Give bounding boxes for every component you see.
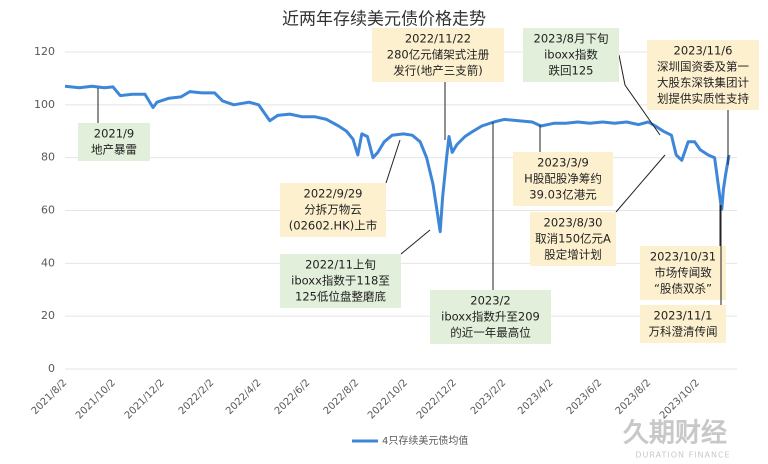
annotation-text: (02602.HK)上市: [289, 219, 377, 233]
annotation-text: 2023/8/30: [544, 216, 603, 230]
annotation-box: [640, 246, 726, 300]
annotation-box: [647, 40, 759, 110]
annotation-text: 跌回125: [549, 64, 594, 78]
annotation-text: 市场传闻致: [654, 266, 712, 280]
x-tick-label: 2022/6/2: [273, 377, 313, 417]
x-tick-label: 2022/10/2: [366, 377, 410, 421]
x-tick-label: 2022/8/2: [322, 377, 362, 417]
legend-label: 4只存续美元债均值: [382, 434, 468, 447]
annotation-line: [385, 139, 401, 184]
annotation-text: 地产暴雷: [91, 143, 137, 157]
annotation-text: 万科澄清传闻: [649, 325, 718, 339]
chart-title: 近两年存续美元债价格走势: [282, 10, 486, 30]
annotation-text: iboxx指数升至209: [441, 310, 540, 324]
y-tick-label: 60: [41, 204, 55, 217]
annotation-text: 2023/11/6: [674, 44, 733, 58]
y-tick-label: 80: [41, 151, 55, 164]
data-line: [64, 84, 731, 234]
annotation-text: 125低位盘整磨底: [295, 290, 386, 304]
annotation-line: [618, 54, 661, 136]
y-tick-label: 20: [41, 309, 55, 322]
annotation-text: 2022/9/29: [304, 187, 363, 201]
annotation-text: 取消150亿元A: [535, 232, 611, 246]
y-tick-label: 40: [41, 256, 55, 269]
annotation-box: [280, 183, 386, 237]
annotation-text: 39.03亿港元: [529, 188, 597, 202]
annotation-line: [615, 154, 666, 213]
annotation-box: [523, 28, 619, 82]
x-tick-label: 2023/10/2: [658, 377, 702, 421]
x-tick-label: 2023/2/2: [469, 377, 509, 417]
annotation-text: 划提供实质性支持: [657, 92, 749, 106]
y-tick-label: 120: [34, 45, 55, 58]
annotation-text: 2023/11/1: [654, 309, 713, 323]
annotation-text: iboxx指数: [544, 48, 598, 62]
annotation-text: “股债双杀”: [654, 282, 712, 296]
annotation-text: 大股东深铁集团计: [657, 76, 749, 90]
annotation-box: [513, 152, 613, 206]
annotation-box: [640, 305, 726, 343]
annotation-text: 深圳国资委及第一: [657, 60, 749, 74]
annotation-text: 分拆万物云: [304, 203, 362, 217]
annotation-box: [78, 123, 150, 161]
x-tick-label: 2022/4/2: [224, 377, 264, 417]
x-tick-label: 2021/12/2: [123, 377, 167, 421]
x-tick-label: 2022/2/2: [177, 377, 217, 417]
annotation-line: [400, 229, 431, 255]
x-tick-label: 2021/8/2: [30, 377, 70, 417]
annotation-text: 2023/2: [470, 294, 510, 308]
annotation-text: 2023/10/31: [650, 250, 716, 264]
annotation-box: [430, 290, 551, 344]
watermark: DURATION FINANCE: [635, 451, 730, 460]
annotation-box: [280, 254, 401, 308]
annotation-text: 2021/9: [94, 127, 134, 141]
y-tick-label: 0: [48, 362, 55, 375]
watermark: 久期财经: [623, 418, 727, 449]
annotation-text: 2022/11上旬: [305, 258, 376, 272]
annotation-text: 2023/8月下旬: [534, 32, 609, 46]
annotation-text: 2023/3/9: [537, 156, 589, 170]
annotation-text: H股配股净筹约: [524, 172, 602, 186]
annotation-text: 280亿元储架式注册: [387, 48, 490, 62]
annotation-text: 发行(地产三支箭): [393, 64, 482, 78]
x-tick-label: 2023/8/2: [614, 377, 654, 417]
x-tick-label: 2022/12/2: [415, 377, 459, 421]
annotation-text: 2022/11/22: [405, 32, 471, 46]
annotation-box: [372, 28, 504, 82]
y-tick-label: 100: [34, 98, 55, 111]
annotation-text: 的近一年最高位: [450, 326, 531, 340]
annotation-text: iboxx指数于118至: [291, 274, 390, 288]
x-tick-label: 2021/10/2: [74, 377, 118, 421]
annotation-text: 股定增计划: [544, 248, 602, 262]
x-tick-label: 2023/4/2: [516, 377, 556, 417]
annotation-box: [530, 212, 616, 266]
x-tick-label: 2023/6/2: [565, 377, 605, 417]
